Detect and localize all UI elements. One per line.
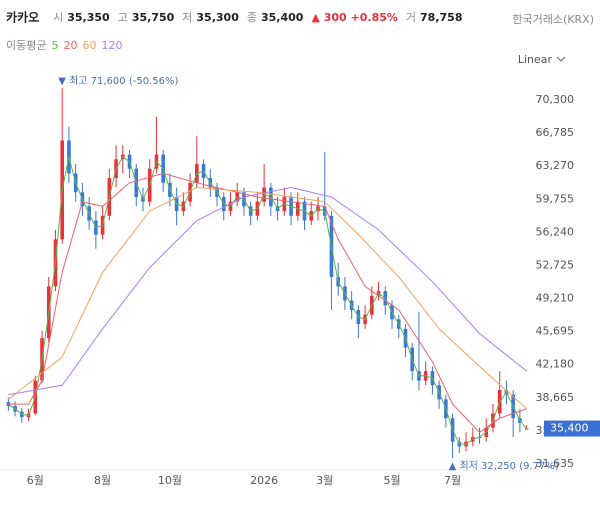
exchange: 한국거래소(KRX)	[512, 13, 594, 26]
candle-body	[477, 437, 482, 439]
quote-value: 35,350	[67, 11, 110, 24]
x-tick-label: 3월	[316, 474, 333, 487]
quote-value: 35,750	[132, 11, 175, 24]
y-tick-label: 42,180	[536, 358, 575, 371]
scale-selector[interactable]: Linear	[518, 53, 566, 66]
y-tick-label: 52,725	[536, 258, 575, 271]
last-price-tag	[544, 420, 600, 437]
candle-body	[524, 428, 529, 430]
x-tick-label: 8월	[94, 474, 111, 487]
scale-label[interactable]: Linear	[518, 53, 553, 66]
legend-entry: 60	[82, 39, 96, 52]
ma-label: 이동평균	[6, 39, 46, 52]
y-tick-label: 63,270	[536, 159, 575, 172]
y-tick-label: 31,635	[536, 457, 575, 470]
quote-label: 고	[118, 11, 128, 24]
x-tick-label: 10월	[158, 474, 182, 487]
ma-line	[8, 186, 527, 410]
x-tick-label: 6월	[27, 474, 44, 487]
dropdown-arrow[interactable]	[556, 56, 566, 62]
y-tick-label: 59,755	[536, 192, 575, 205]
annotation: ▲ 최저 32,250 (9.77%)	[449, 460, 559, 472]
volume-label: 거	[406, 11, 416, 24]
quote-label: 종	[247, 11, 257, 24]
y-tick-label: 56,240	[536, 225, 575, 238]
x-tick-label: 5월	[383, 474, 400, 487]
ma-line	[8, 186, 527, 396]
y-tick-label: 38,665	[536, 391, 575, 404]
stock-name: 카카오	[6, 10, 39, 25]
change: ▲ 300 +0.85%	[311, 11, 397, 24]
legend-entry: 120	[101, 39, 122, 52]
ma-line	[8, 156, 527, 445]
y-tick-label: 45,695	[536, 325, 575, 338]
last-price-label: 35,400	[550, 422, 589, 435]
quote-label: 저	[182, 11, 192, 24]
y-tick-label: 66,785	[536, 126, 575, 139]
candle-body	[6, 402, 11, 406]
x-tick-label: 7월	[444, 474, 461, 487]
quote-value: 35,400	[261, 11, 304, 24]
x-tick-label: 2026	[250, 474, 278, 487]
legend-entry: 5	[51, 39, 58, 52]
volume: 78,758	[420, 11, 462, 24]
quote-label: 시	[53, 11, 63, 24]
legend-entry: 20	[63, 39, 77, 52]
annotation: ▼ 최고 71,600 (-50.56%)	[58, 75, 178, 87]
ma-line	[8, 172, 527, 433]
y-tick-label: 70,300	[536, 93, 575, 106]
quote-value: 35,300	[196, 11, 239, 24]
y-tick-label: 49,210	[536, 292, 575, 305]
